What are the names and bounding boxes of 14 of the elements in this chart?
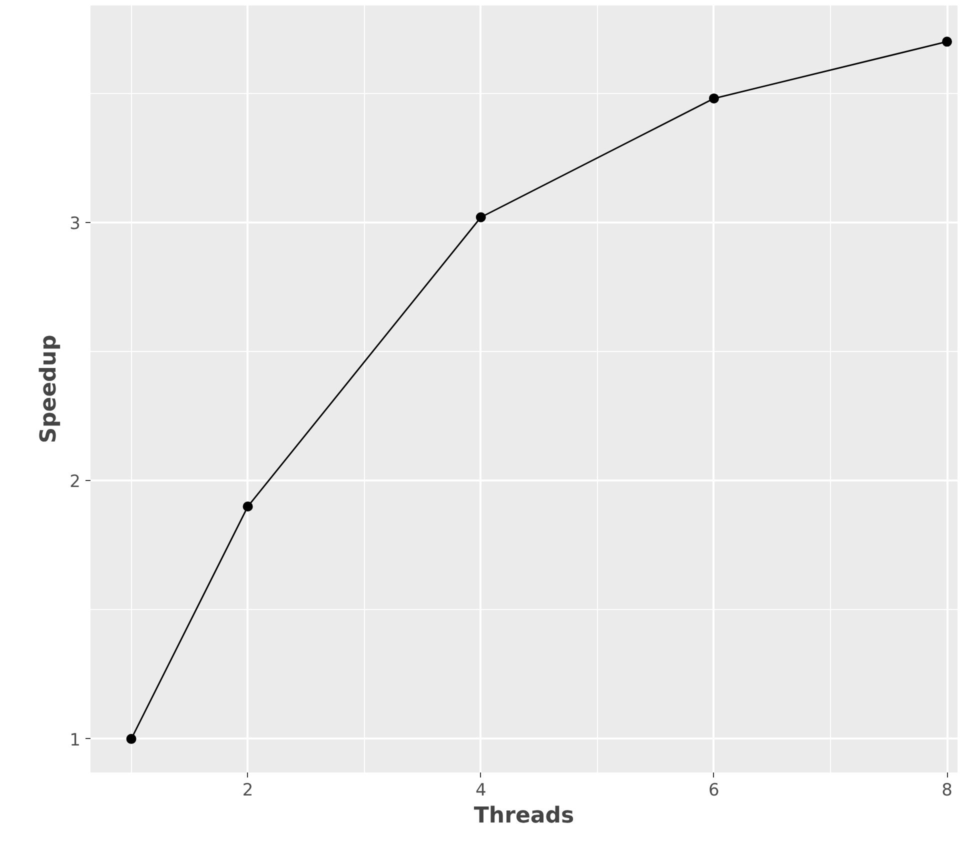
point [942, 36, 952, 47]
point [126, 734, 136, 744]
x-axis-title: Threads [474, 804, 574, 828]
x-tick-label: 8 [942, 780, 952, 800]
point [708, 93, 719, 104]
x-tick-label: 6 [708, 780, 720, 800]
point [476, 212, 486, 222]
y-tick-label: 2 [70, 472, 81, 492]
point [242, 502, 253, 512]
y-tick-label: 3 [70, 214, 81, 234]
x-tick-label: 4 [475, 780, 486, 800]
x-tick-label: 2 [242, 780, 254, 800]
y-axis-title: Speedup [36, 334, 62, 444]
y-tick-label: 1 [70, 730, 81, 750]
